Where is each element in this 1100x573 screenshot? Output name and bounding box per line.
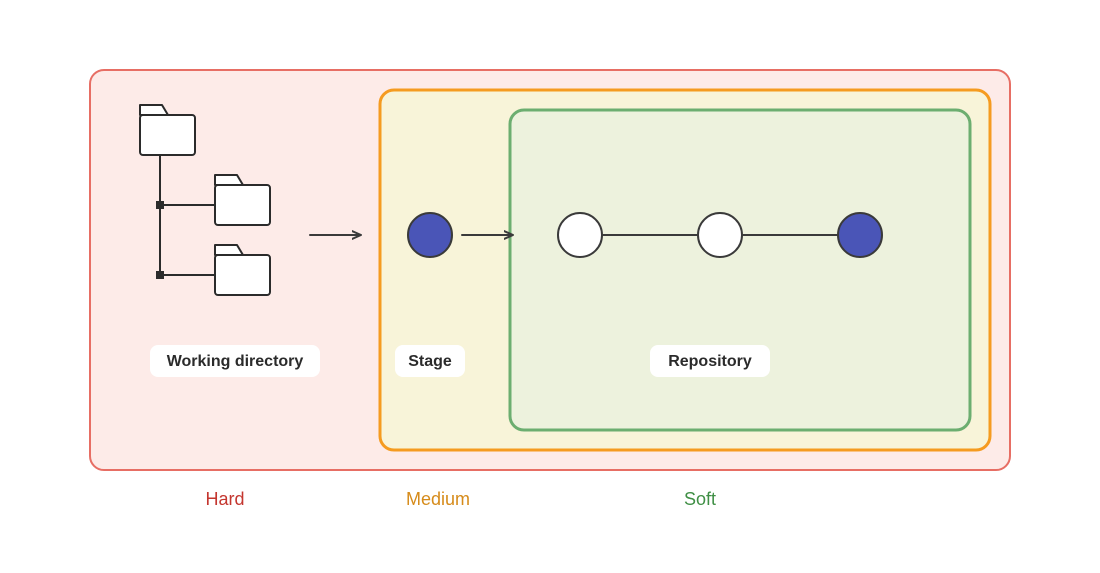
- repo-commit-0: [558, 213, 602, 257]
- hard-caption: Hard: [205, 489, 244, 509]
- stage-commit: [408, 213, 452, 257]
- repo-commit-2: [838, 213, 882, 257]
- soft-caption: Soft: [684, 489, 716, 509]
- soft-region: [510, 110, 970, 430]
- working-directory-label: Working directory: [167, 353, 304, 370]
- repo-commit-1: [698, 213, 742, 257]
- folder-junction-1: [156, 271, 164, 279]
- folder-junction-0: [156, 201, 164, 209]
- stage-label: Stage: [408, 353, 452, 370]
- git-reset-diagram: Working directory Stage Repository Hard Medi…: [0, 0, 1100, 573]
- medium-caption: Medium: [406, 489, 470, 509]
- repository-label: Repository: [668, 353, 752, 370]
